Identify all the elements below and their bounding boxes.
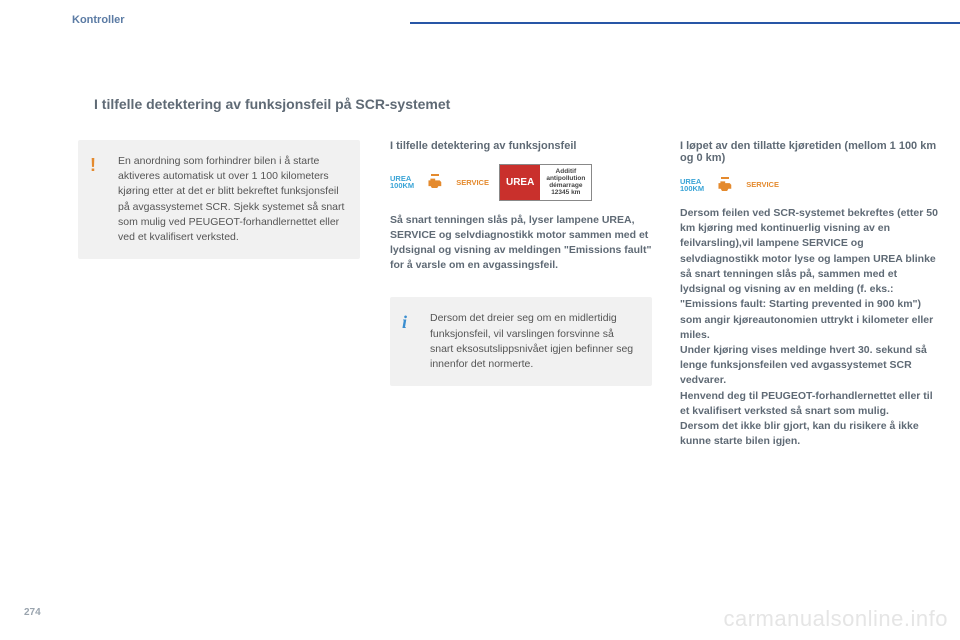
header-rule xyxy=(410,22,960,24)
column-1: ! En anordning som forhindrer bilen i å … xyxy=(78,140,360,259)
urea-label-2: 100KM xyxy=(390,182,414,190)
info-icon: i xyxy=(402,309,407,335)
col3-subhead: I løpet av den tillatte kjøretiden (mell… xyxy=(680,140,942,164)
service-label: SERVICE xyxy=(746,181,779,189)
info-callout: i Dersom det dreier seg om en midlertidi… xyxy=(390,297,652,386)
warning-callout: ! En anordning som forhindrer bilen i å … xyxy=(78,140,360,259)
watermark: carmanualsonline.info xyxy=(723,606,948,632)
urea-label-2: 100KM xyxy=(680,185,704,193)
col2-icon-row: UREA 100KM SERVICE UREA Additif antipoll… xyxy=(390,164,652,201)
urea-label-group: UREA 100KM xyxy=(390,175,414,190)
urea-box-r4: 12345 km xyxy=(546,189,585,196)
warning-icon: ! xyxy=(90,152,96,178)
warning-text: En anordning som forhindrer bilen i å st… xyxy=(118,155,344,243)
column-3: I løpet av den tillatte kjøretiden (mell… xyxy=(680,140,942,450)
info-text: Dersom det dreier seg om en midlertidig … xyxy=(430,312,633,370)
urea-box-left: UREA xyxy=(500,165,540,200)
page-heading: I tilfelle detektering av funksjonsfeil … xyxy=(94,96,450,112)
engine-icon xyxy=(714,176,736,194)
page: Kontroller I tilfelle detektering av fun… xyxy=(0,0,960,640)
urea-label-group: UREA 100KM xyxy=(680,178,704,193)
urea-box-r2: antipollution xyxy=(546,175,585,182)
header-section: Kontroller xyxy=(72,14,125,26)
col3-body: Dersom feilen ved SCR-systemet bekreftes… xyxy=(680,206,942,450)
page-number: 274 xyxy=(24,607,41,618)
urea-box-right: Additif antipollution démarrage 12345 km xyxy=(540,165,591,200)
col2-subhead: I tilfelle detektering av funksjonsfeil xyxy=(390,140,652,152)
column-2: I tilfelle detektering av funksjonsfeil … xyxy=(390,140,652,386)
urea-display-box: UREA Additif antipollution démarrage 123… xyxy=(499,164,592,201)
urea-box-r1: Additif xyxy=(546,168,585,175)
col2-body: Så snart tenningen slås på, lyser lampen… xyxy=(390,213,652,274)
engine-icon xyxy=(424,173,446,191)
col3-icon-row: UREA 100KM SERVICE xyxy=(680,176,942,194)
urea-box-r3: démarrage xyxy=(546,182,585,189)
service-label: SERVICE xyxy=(456,179,489,187)
